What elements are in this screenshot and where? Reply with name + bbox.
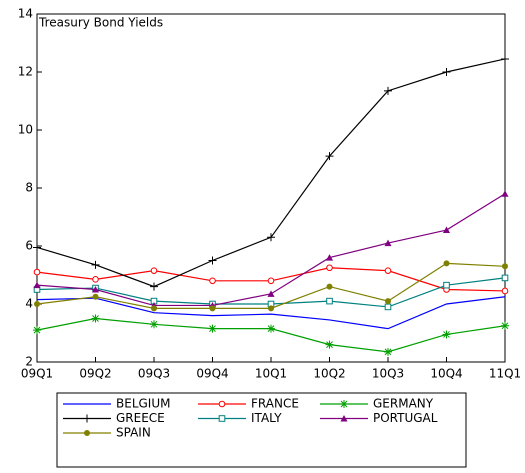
series-line: [36, 296, 506, 330]
marker: [384, 347, 392, 356]
marker: [218, 400, 226, 408]
marker: [92, 276, 99, 283]
marker: [91, 260, 100, 269]
marker: [208, 324, 217, 333]
series-line: [36, 193, 506, 307]
marker: [33, 326, 41, 335]
marker: [501, 54, 509, 63]
marker: [385, 298, 391, 305]
y-tick-label: 10: [18, 123, 33, 137]
x-tick-label: 09Q3: [138, 367, 170, 381]
marker: [326, 264, 333, 272]
legend-label: ITALY: [251, 411, 282, 425]
marker: [501, 287, 509, 295]
x-tick-label: 10Q2: [313, 367, 345, 381]
marker: [267, 290, 275, 297]
marker: [151, 305, 157, 312]
chart-title: Treasury Bond Yields: [38, 16, 163, 30]
y-tick-label: 4: [25, 297, 33, 311]
marker: [267, 233, 275, 242]
marker: [443, 260, 450, 267]
x-tick-label: 10Q3: [372, 367, 404, 381]
series-line: [36, 58, 506, 288]
y-tick-label: 2: [25, 355, 33, 369]
marker: [326, 283, 333, 290]
legend-label: FRANCE: [251, 397, 299, 411]
marker: [92, 293, 99, 300]
marker: [83, 414, 91, 423]
x-tick-label: 09Q2: [79, 367, 111, 381]
marker: [501, 190, 509, 197]
legend-label: GERMANY: [373, 397, 434, 411]
marker: [340, 415, 348, 422]
marker: [208, 256, 217, 265]
y-tick-label: 8: [25, 181, 33, 195]
legend-label: SPAIN: [116, 426, 151, 440]
marker: [150, 282, 158, 291]
marker: [150, 267, 158, 274]
marker: [267, 277, 275, 285]
marker: [443, 281, 450, 289]
x-tick-label: 11Q1: [489, 367, 521, 381]
marker: [267, 324, 275, 333]
marker: [209, 305, 216, 312]
x-tick-label: 10Q4: [430, 367, 462, 381]
marker: [501, 321, 509, 330]
marker: [502, 263, 508, 270]
marker: [34, 301, 40, 307]
marker: [384, 239, 392, 247]
marker: [326, 297, 333, 305]
x-tick-label: 09Q4: [196, 367, 228, 381]
marker: [326, 254, 333, 261]
marker: [442, 68, 451, 76]
legend-label: PORTUGAL: [373, 411, 438, 425]
marker: [340, 400, 348, 408]
marker: [33, 281, 41, 289]
y-tick-label: 6: [25, 239, 33, 253]
marker: [218, 415, 226, 422]
x-tick-label: 10Q1: [255, 367, 287, 381]
legend-box: [56, 392, 467, 468]
series-line: [36, 317, 506, 353]
marker: [325, 340, 334, 349]
marker: [325, 152, 334, 161]
marker: [384, 86, 392, 95]
marker: [150, 320, 158, 329]
marker: [91, 314, 100, 323]
marker: [384, 303, 392, 311]
y-tick-label: 14: [18, 7, 33, 21]
marker: [33, 243, 41, 252]
legend-label: GREECE: [116, 411, 165, 425]
marker: [443, 226, 450, 234]
marker: [501, 274, 509, 282]
marker: [384, 267, 392, 274]
x-tick-label: 09Q1: [21, 367, 53, 381]
marker: [268, 305, 274, 312]
marker: [209, 277, 216, 285]
marker: [84, 430, 90, 436]
y-tick-label: 12: [18, 65, 33, 79]
legend-label: BELGIUM: [116, 397, 170, 411]
marker: [92, 286, 99, 293]
marker: [33, 268, 41, 276]
marker: [442, 330, 451, 339]
